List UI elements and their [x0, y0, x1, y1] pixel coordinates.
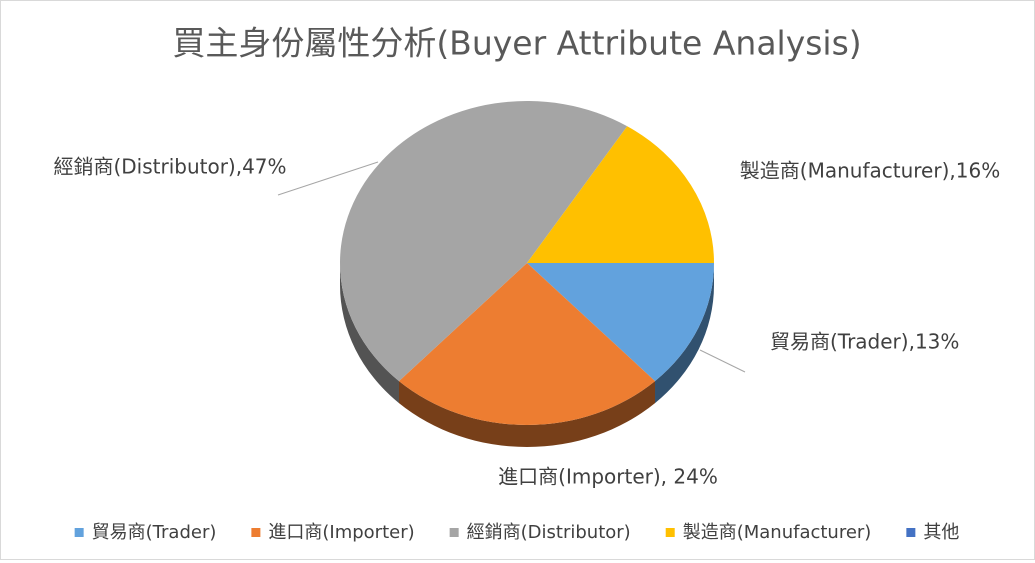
legend-swatch — [665, 528, 675, 537]
pie-side — [655, 263, 714, 404]
pie-slice — [527, 126, 714, 264]
legend-swatch — [449, 528, 459, 537]
legend-swatch — [251, 528, 261, 537]
pie-slice — [527, 263, 714, 382]
legend-label: 進口商(Importer) — [268, 522, 414, 543]
pie-side — [340, 263, 399, 404]
legend-label: 經銷商(Distributor) — [467, 522, 631, 543]
data-label: 經銷商(Distributor),47% — [53, 155, 286, 179]
pie-slice — [340, 101, 628, 382]
legend-label: 製造商(Manufacturer) — [683, 522, 872, 543]
pie-slice — [398, 263, 656, 426]
legend-swatch — [74, 528, 84, 537]
pie-side — [398, 381, 656, 447]
chart-title: 買主身份屬性分析(Buyer Attribute Analysis) — [172, 24, 861, 63]
legend-label: 其他 — [923, 522, 959, 543]
legend-swatch — [906, 528, 916, 537]
leader-line — [699, 349, 746, 373]
leader-line — [277, 161, 379, 196]
data-label: 貿易商(Trader),13% — [770, 330, 959, 354]
data-label: 製造商(Manufacturer),16% — [740, 159, 1000, 183]
data-label: 進口商(Importer), 24% — [498, 465, 718, 489]
legend-label: 貿易商(Trader) — [92, 522, 217, 543]
